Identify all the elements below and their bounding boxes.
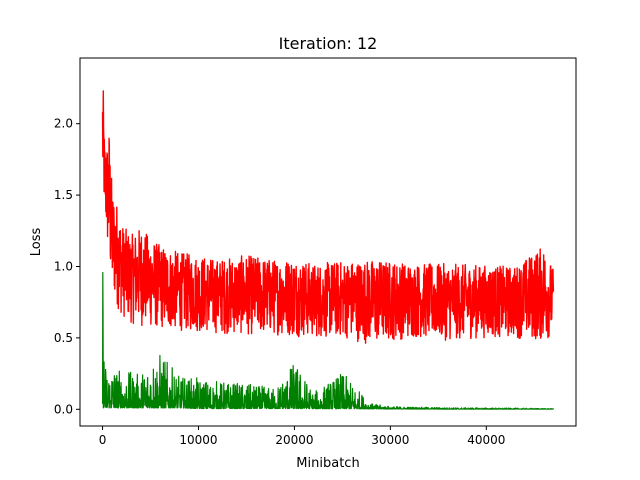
y-tick-label: 2.0: [54, 117, 73, 131]
y-axis-ticks: 0.0 0.5 1.0 1.5 2.0: [54, 117, 80, 416]
plot-area: [101, 90, 555, 410]
y-tick-label: 1.5: [54, 188, 73, 202]
series-line-1: [101, 90, 555, 344]
y-tick-label: 0.5: [54, 331, 73, 345]
y-tick-label: 1.0: [54, 259, 73, 273]
y-tick-label: 0.0: [54, 402, 73, 416]
x-tick-label: 0: [99, 433, 107, 447]
x-tick-label: 20000: [275, 433, 313, 447]
chart-title: Iteration: 12: [279, 34, 378, 53]
series-line-2: [101, 271, 554, 410]
plot-frame: [79, 57, 577, 427]
x-axis-label: Minibatch: [296, 456, 359, 471]
x-axis-ticks: 0 10000 20000 30000 40000: [99, 426, 505, 447]
x-tick-label: 10000: [179, 433, 217, 447]
y-axis-label: Loss: [29, 228, 44, 257]
x-tick-label: 40000: [467, 433, 505, 447]
x-tick-label: 30000: [371, 433, 409, 447]
